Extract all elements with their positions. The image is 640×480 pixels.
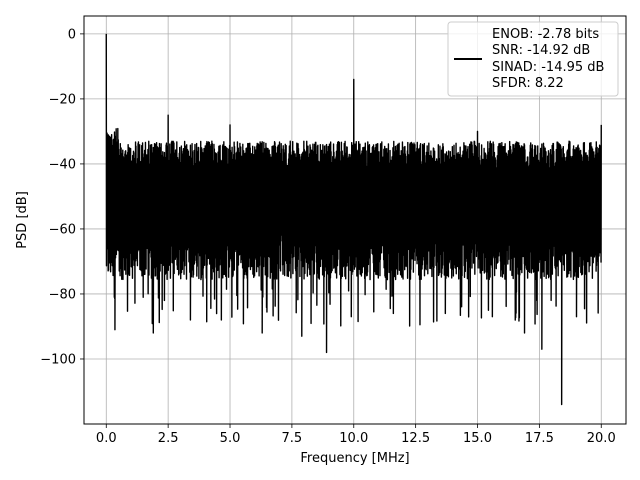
y-tick-label: −20: [49, 92, 76, 107]
y-tick-label: −60: [49, 222, 76, 237]
legend-enob: ENOB: -2.78 bits: [492, 27, 599, 42]
x-tick-label: 20.0: [587, 431, 616, 446]
x-tick-label: 10.0: [339, 431, 368, 446]
x-tick-label: 17.5: [525, 431, 554, 446]
y-tick-label: −100: [40, 352, 76, 367]
legend-snr: SNR: -14.92 dB: [492, 43, 590, 58]
x-axis-label: Frequency [MHz]: [300, 451, 409, 466]
x-tick-label: 5.0: [220, 431, 241, 446]
y-tick-label: −80: [49, 287, 76, 302]
axes-frame: [83, 15, 627, 425]
psd-series-line: [105, 33, 602, 406]
y-tick-label: 0: [68, 27, 76, 42]
y-tick-label: −40: [49, 157, 76, 172]
y-axis-label: PSD [dB]: [15, 191, 30, 249]
legend: ENOB: -2.78 bits SNR: -14.92 dB SINAD: -…: [447, 21, 619, 97]
x-tick-label: 0.0: [96, 431, 117, 446]
legend-box: [447, 21, 619, 97]
ticks: 0.0 2.5 5.0 7.5 10.0 12.5 15.0 17.5 20.0 0 −20 −40 −…: [40, 27, 615, 446]
x-tick-label: 7.5: [282, 431, 303, 446]
x-tick-label: 12.5: [401, 431, 430, 446]
plot-area: [105, 33, 602, 406]
legend-sfdr: SFDR: 8.22: [492, 76, 564, 91]
legend-sinad: SINAD: -14.95 dB: [492, 60, 604, 75]
x-tick-label: 2.5: [158, 431, 179, 446]
x-tick-label: 15.0: [463, 431, 492, 446]
